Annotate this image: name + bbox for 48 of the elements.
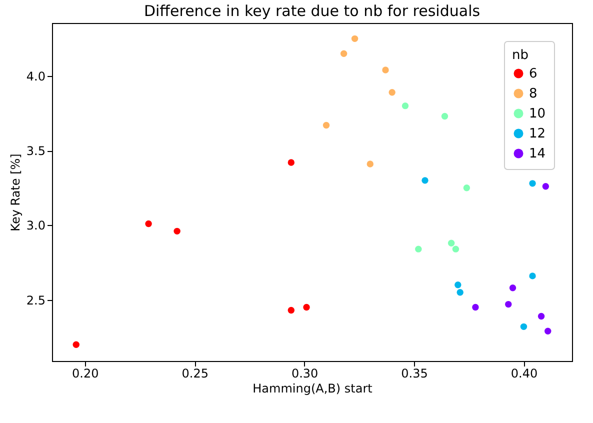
x-tick-label: 0.30: [291, 366, 318, 380]
point: [402, 102, 409, 110]
point: [382, 66, 389, 74]
legend-label: 6: [529, 66, 538, 82]
point: [72, 341, 80, 348]
point: [340, 50, 348, 57]
y-tick-label: 3.0: [26, 218, 46, 233]
legend-title: nb: [512, 48, 528, 63]
legend-label: 12: [529, 126, 546, 142]
legend-label: 14: [529, 146, 546, 162]
point: [529, 180, 536, 187]
point: [288, 306, 295, 314]
point: [520, 323, 528, 330]
point: [509, 284, 516, 292]
point: [366, 160, 374, 168]
point: [351, 35, 358, 42]
y-axis-title: Key Rate [%]: [8, 154, 22, 232]
point: [145, 220, 152, 228]
x-tick-label: 0.35: [401, 366, 428, 380]
point: [448, 240, 455, 246]
point: [388, 89, 396, 96]
point: [505, 300, 512, 308]
y-tick-label: 2.5: [26, 293, 46, 308]
point: [454, 282, 462, 288]
point: [542, 183, 550, 190]
point: [322, 122, 330, 129]
point: [456, 289, 464, 296]
x-tick-label: 0.40: [510, 366, 538, 380]
y-tick-label: 3.5: [26, 144, 46, 158]
point: [415, 246, 422, 252]
y-tick-label: 4.0: [26, 69, 46, 84]
point: [288, 159, 295, 166]
point: [538, 312, 545, 320]
point: [463, 184, 470, 192]
legend-label: 10: [529, 106, 546, 122]
point: [529, 272, 536, 280]
chart-title: Difference in key rate due to nb for residuals: [144, 2, 480, 20]
x-tick-label: 0.20: [72, 366, 99, 380]
point: [303, 304, 310, 311]
point: [472, 304, 479, 311]
x-axis-title: Hamming(A,B) start: [252, 382, 373, 396]
point: [452, 246, 460, 252]
point: [544, 328, 552, 334]
point: [174, 228, 180, 235]
point: [422, 177, 428, 184]
x-tick-label: 0.25: [182, 366, 208, 380]
legend-label: 8: [529, 86, 538, 102]
point: [441, 112, 448, 120]
